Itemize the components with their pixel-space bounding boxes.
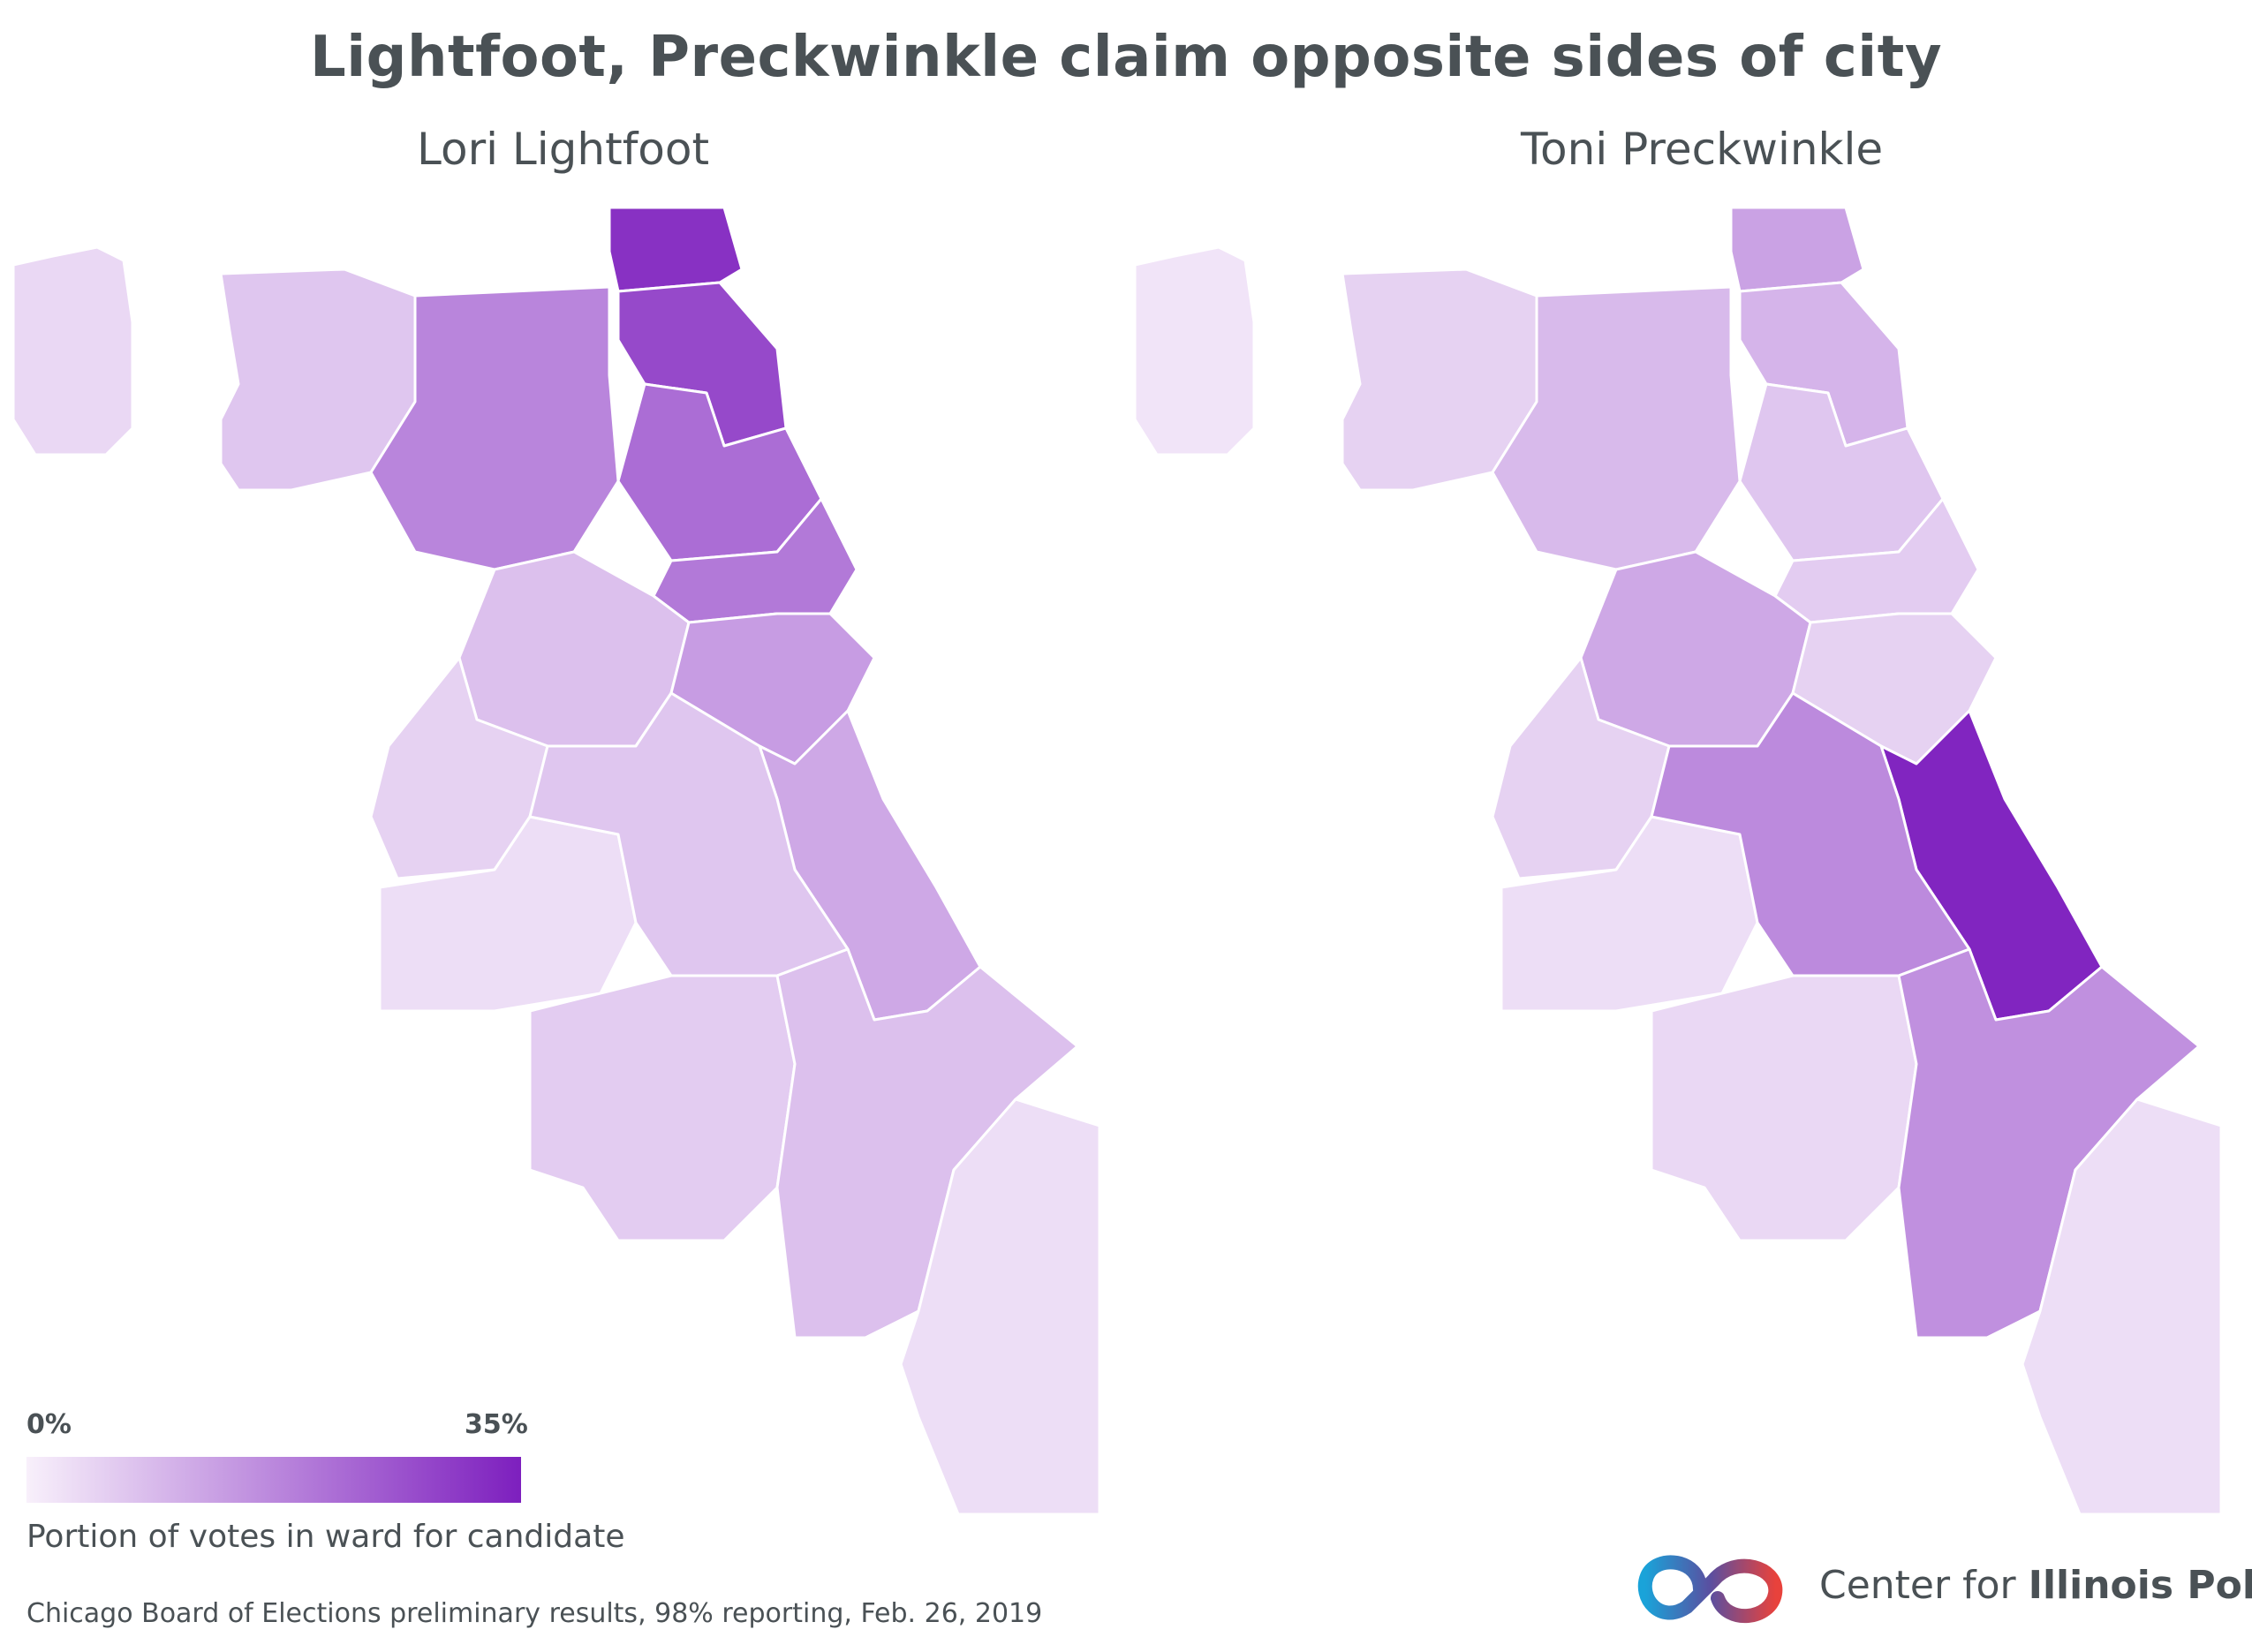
brand-name: Center for Illinois Politics [1819, 1563, 2252, 1608]
lightfoot-region-far-northwest [11, 245, 134, 456]
preckwinkle-region-northwest [1341, 268, 1538, 492]
map-subtitle-lightfoot: Lori Lightfoot [417, 124, 710, 175]
legend-min-label: 0% [26, 1409, 72, 1440]
preckwinkle-ward-map [1133, 206, 2223, 1516]
lightfoot-ward-map [11, 206, 1101, 1516]
preckwinkle-region-southeast [2021, 1098, 2223, 1516]
legend-max-label: 35% [465, 1409, 528, 1440]
lightfoot-region-far-southwest [528, 974, 797, 1242]
map-subtitle-preckwinkle: Toni Preckwinkle [1521, 124, 1884, 175]
preckwinkle-region-far-southwest [1650, 974, 1918, 1242]
lightfoot-region-southeast [899, 1098, 1101, 1516]
source-note: Chicago Board of Elections preliminary r… [26, 1598, 1043, 1629]
legend-caption: Portion of votes in ward for candidate [26, 1519, 625, 1555]
center-for-illinois-politics-logo-icon [1637, 1555, 1783, 1624]
brand-name-light: Center for [1819, 1563, 2029, 1608]
map-title: Lightfoot, Preckwinkle claim opposite si… [309, 25, 1943, 90]
preckwinkle-region-far-northwest [1133, 245, 1256, 456]
preckwinkle-region-north-lakefront-a [1729, 206, 1865, 293]
legend-color-ramp [26, 1457, 521, 1503]
lightfoot-region-northwest [219, 268, 417, 492]
brand-name-bold: Illinois Politics [2028, 1563, 2252, 1608]
lightfoot-region-north-lakefront-a [608, 206, 744, 293]
